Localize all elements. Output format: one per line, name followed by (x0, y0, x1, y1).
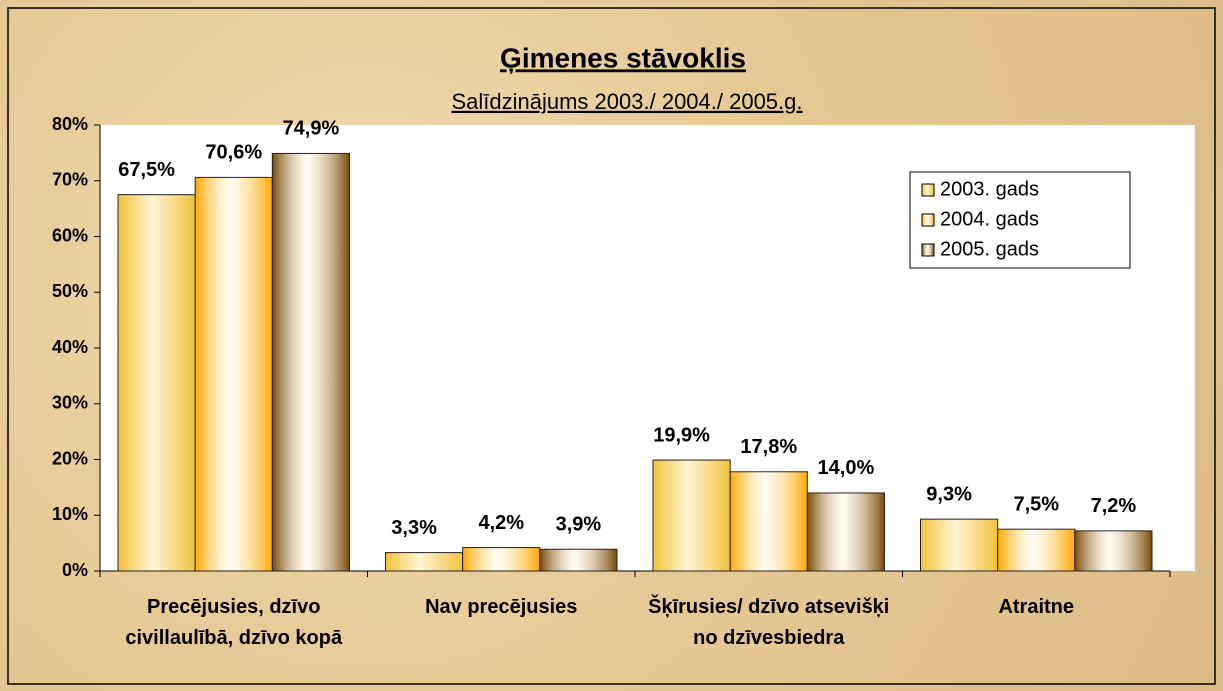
value-label: 3,3% (391, 517, 437, 539)
legend-box (909, 171, 1131, 269)
bar (997, 528, 1076, 572)
value-label: 14,0% (818, 457, 875, 479)
value-label: 4,2% (478, 512, 524, 534)
bar (652, 459, 731, 572)
value-label: 67,5% (118, 159, 175, 181)
legend-label: 2004. gads (940, 208, 1039, 230)
bar (920, 518, 999, 572)
x-tick-label: Nav precējusies (425, 596, 578, 618)
value-label: 70,6% (205, 142, 262, 164)
bar (1074, 530, 1153, 572)
chart-title: Ģimenes stāvoklis (500, 42, 746, 73)
legend-swatch (921, 183, 935, 197)
value-label: 17,8% (740, 436, 797, 458)
chart-subtitle: Salīdzinājums 2003./ 2004./ 2005.g. (451, 89, 802, 114)
value-label: 9,3% (926, 483, 972, 505)
y-tick-label: 0% (62, 560, 88, 580)
bar (194, 176, 273, 572)
y-tick-label: 80% (52, 114, 88, 134)
legend-swatch (921, 243, 935, 257)
value-label: 7,2% (1091, 495, 1137, 517)
y-tick-label: 60% (52, 225, 88, 245)
bar (729, 471, 808, 572)
bar (539, 548, 618, 572)
legend-label: 2005. gads (940, 238, 1039, 260)
x-tick-label: Atraitne (998, 596, 1075, 618)
y-tick-label: 20% (52, 448, 88, 468)
bar (462, 547, 541, 572)
legend-label: 2003. gads (940, 178, 1039, 200)
value-label: 7,5% (1013, 493, 1059, 515)
y-tick-label: 30% (52, 393, 88, 413)
y-tick-label: 10% (52, 504, 88, 524)
y-tick-label: 50% (52, 281, 88, 301)
y-tick-label: 40% (52, 337, 88, 357)
frame (7, 7, 1216, 685)
y-tick-label: 70% (52, 170, 88, 190)
value-label: 19,9% (653, 424, 710, 446)
bar (385, 552, 464, 572)
x-tick-label: Šķīrusies/ dzīvo atsevišķi no dzīvesbied… (648, 596, 890, 649)
legend-swatch (921, 213, 935, 227)
value-label: 3,9% (556, 514, 602, 536)
bar (117, 194, 196, 572)
bar (806, 492, 885, 572)
x-tick-label: Precējusies, dzīvo civillaulībā, dzīvo k… (125, 596, 343, 649)
value-label: 74,9% (283, 118, 340, 140)
bar (271, 152, 351, 572)
